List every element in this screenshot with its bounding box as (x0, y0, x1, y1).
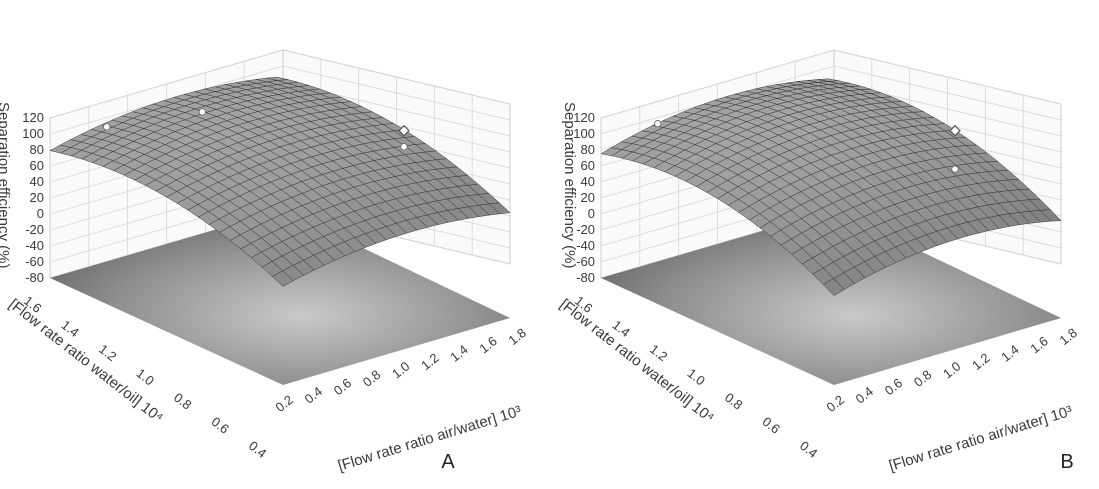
b-x-tick-label: 0.8 (722, 390, 745, 413)
a-floor (50, 210, 510, 385)
a-x-tick-label: 0.6 (209, 414, 232, 437)
a-z-tick-label: -60 (25, 254, 44, 269)
surface-chart-a: 120 100 80 60 40 20 0 -20 -40 -60 -80 Separation ef… (0, 0, 548, 489)
a-data-point-3 (398, 124, 410, 137)
a-y-tick-label: 1.6 (476, 333, 499, 356)
a-z-tick-label: -40 (25, 238, 44, 253)
a-z-tick-label: -20 (25, 222, 44, 237)
b-y-tick-label: 0.4 (853, 384, 876, 407)
b-y-tick-label: 1.2 (969, 350, 992, 373)
a-z-tick-label: 0 (37, 206, 44, 221)
a-z-tick-label: 20 (30, 190, 44, 205)
b-z-tick-label: -40 (576, 238, 595, 253)
b-y-tick-label: 1.6 (1027, 333, 1050, 356)
b-z-tick-label: 100 (573, 126, 595, 141)
a-x-tick-label: 1.0 (134, 365, 157, 388)
b-y-tick-label: 0.6 (882, 375, 905, 398)
a-y-tick-label: 0.8 (360, 367, 383, 390)
a-y-tick-label: 0.2 (272, 392, 295, 415)
a-z-tick-label: 100 (22, 126, 44, 141)
a-z-tick-label: -80 (25, 270, 44, 285)
a-data-point-2 (103, 123, 111, 131)
b-x-tick-label: 0.6 (760, 414, 783, 437)
b-z-tick-label: -80 (576, 270, 595, 285)
b-y-tick-label: 0.2 (823, 392, 846, 415)
a-y-tick-label: 1.0 (389, 358, 412, 381)
a-z-tick-label: 60 (30, 158, 44, 173)
a-z-tick-label: 120 (22, 110, 44, 125)
b-y-tick-label: 1.0 (940, 358, 963, 381)
b-z-tick-label: 80 (581, 142, 595, 157)
a-surface-cell (266, 76, 288, 81)
b-z-tick-label: 0 (588, 206, 595, 221)
b-y-tick-label: 1.8 (1056, 325, 1079, 348)
b-z-axis-title: Separation efficiency (%) (561, 102, 578, 268)
b-z-tick-label: -20 (576, 222, 595, 237)
b-panel-label: B (1060, 451, 1073, 473)
b-z-tick-label: 20 (581, 190, 595, 205)
b-surface (600, 78, 1062, 296)
a-x-tick-label: 0.4 (246, 438, 269, 461)
surface-chart-b: 120 100 80 60 40 20 0 -20 -40 -60 -80 Separation ef… (551, 0, 1099, 489)
b-y-tick-label: 0.8 (911, 367, 934, 390)
b-data-point-1 (951, 165, 959, 173)
a-z-tick-label: 80 (30, 142, 44, 157)
b-y-tick-label: 1.4 (998, 342, 1021, 365)
b-data-point-2 (949, 124, 961, 137)
a-surface (49, 76, 511, 287)
b-z-tick-label: 120 (573, 110, 595, 125)
a-panel-label: A (441, 451, 455, 473)
a-y-tick-label: 0.4 (302, 384, 325, 407)
a-y-axis-title: [Flow rate ratio air/water] 10³ (336, 403, 524, 475)
a-data-point-1 (198, 108, 206, 116)
a-z-tick-label: 40 (30, 174, 44, 189)
b-surface-cell (817, 78, 839, 82)
b-y-axis-title: [Flow rate ratio air/water] 10³ (887, 403, 1075, 475)
b-floor (601, 210, 1061, 385)
b-z-tick-label: 60 (581, 158, 595, 173)
b-x-tick-label: 1.0 (685, 365, 708, 388)
a-y-tick-label: 0.6 (331, 375, 354, 398)
b-x-tick-label: 0.4 (797, 438, 820, 461)
a-z-axis-title: Separation efficiency (%) (0, 102, 12, 268)
a-data-point-0 (400, 143, 408, 151)
a-x-tick-label: 0.8 (171, 390, 194, 413)
b-z-tick-label: -60 (576, 254, 595, 269)
a-y-tick-label: 1.8 (505, 325, 528, 348)
a-y-tick-label: 1.2 (418, 350, 441, 373)
a-y-tick-label: 1.4 (447, 342, 470, 365)
b-z-tick-label: 40 (581, 174, 595, 189)
b-data-point-0 (654, 120, 662, 128)
